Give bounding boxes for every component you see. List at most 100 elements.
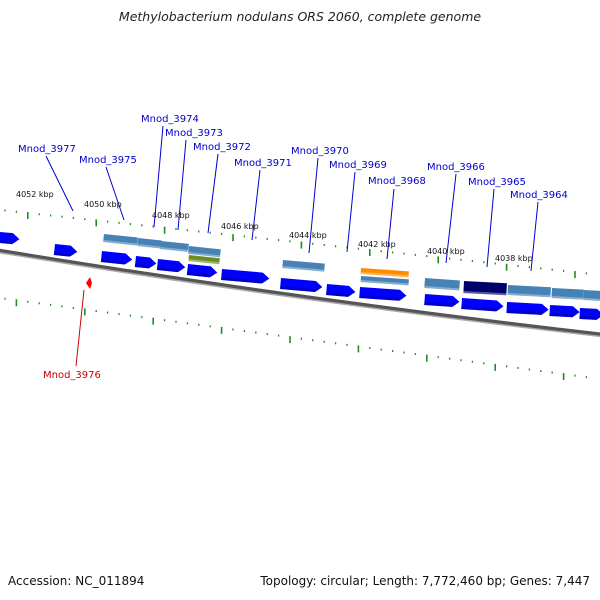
cds-arrow [506,302,549,315]
cds-arrow-shadow [506,309,546,315]
cds-arrow-shadow [221,276,267,284]
cds-arrow [100,251,133,265]
feature-block [360,268,409,278]
feature-block [103,234,138,246]
gene-label-mnod-3969[interactable]: Mnod_3969 [329,160,387,171]
cds-arrow-body [0,232,20,245]
feature-block [282,260,325,272]
gene-label-mnod-3977[interactable]: Mnod_3977 [18,144,76,155]
gene-label-mnod-3976[interactable]: Mnod_3976 [43,370,101,381]
feature-shade [507,292,551,298]
cds-arrow-body [134,256,157,269]
feature-shade [188,251,221,258]
feature-fill [103,234,138,246]
cds-arrow [424,294,460,307]
gene-features [0,232,600,320]
leader-line [105,166,125,221]
feature-fill [160,241,189,252]
feature-block [424,277,460,291]
feature-fill [360,268,409,278]
feature-shade [360,271,409,278]
cds-arrow [53,244,78,257]
cds-arrow-shadow [53,251,75,257]
map-title: Methylobacterium nodulans ORS 2060, comp… [118,9,482,24]
leader-line [251,169,261,241]
cds-arrow-shadow [424,301,457,307]
cds-arrow [461,298,504,312]
gene-label-mnod-3975[interactable]: Mnod_3975 [79,155,137,166]
scale-label-4044: 4044 kbp [289,231,327,240]
label-leader-lines [45,125,539,367]
cds-arrow [549,305,580,318]
cds-arrow-shadow [156,266,183,273]
cds-arrow-body [53,244,78,257]
cds-arrow [359,287,407,301]
feature-block [188,254,220,265]
gene-label-mnod-3972[interactable]: Mnod_3972 [193,142,251,153]
cds-arrow [186,264,218,278]
cds-arrow-body [326,284,356,297]
feature-fill [360,276,409,286]
gene-label-mnod-3973[interactable]: Mnod_3973 [165,128,223,139]
cds-arrow-body [549,305,580,318]
gene-label-mnod-3971[interactable]: Mnod_3971 [234,158,292,169]
cds-arrow-shadow [549,312,577,318]
leader-line [207,153,219,234]
leader-line [445,173,457,264]
cds-arrow-shadow [100,258,130,265]
leader-line [308,157,319,254]
cds-arrow-body [100,251,133,265]
feature-block [551,288,584,300]
leader-line [75,289,85,367]
feature-fill [137,238,162,249]
leader-line [486,188,495,268]
leader-line [153,125,164,228]
scale-label-4050: 4050 kbp [84,200,122,209]
feature-shade [551,295,584,300]
inner-scale-ticks [4,297,588,381]
cds-arrow-body [506,302,549,315]
gene-label-mnod-3968[interactable]: Mnod_3968 [368,176,426,187]
cds-arrow-body [424,294,460,307]
leader-line [386,188,395,260]
feature-fill [188,254,220,265]
gene-label-mnod-3965[interactable]: Mnod_3965 [468,177,526,188]
leader-line [346,171,356,253]
cds-arrow [156,259,186,273]
cds-arrow [221,269,270,284]
gene-label-mnod-3974[interactable]: Mnod_3974 [141,114,199,125]
cds-arrow-shadow [280,285,320,293]
feature-fill [463,281,507,296]
scale-label-4052: 4052 kbp [16,190,54,199]
feature-fill [282,260,325,272]
cds-arrow-body [221,269,270,284]
scale-label-4048: 4048 kbp [152,211,190,220]
cds-arrow-body [359,287,407,301]
feature-shade [160,246,189,252]
genome-summary-text: Topology: circular; Length: 7,772,460 bp… [260,574,590,588]
cds-arrow [134,256,157,269]
outer-scale-ticks [4,209,588,279]
feature-block [507,285,551,298]
cds-arrow-shadow [326,291,353,297]
cds-arrow-shadow [186,271,215,278]
feature-block [160,241,189,252]
gene-label-mnod-3964[interactable]: Mnod_3964 [510,190,568,201]
gene-label-mnod-3970[interactable]: Mnod_3970 [291,146,349,157]
feature-shade [103,239,138,246]
cds-arrow-body [579,308,600,320]
gene-label-mnod-3966[interactable]: Mnod_3966 [427,162,485,173]
cds-arrow-shadow [579,315,600,320]
feature-fill [551,288,584,300]
feature-block [360,276,409,286]
cds-arrow-shadow [359,294,404,301]
cds-arrow-body [461,298,504,312]
feature-shade [282,265,325,272]
scale-label-4046: 4046 kbp [221,222,259,231]
feature-fill [424,277,460,291]
feature-fill [583,290,600,302]
cds-arrow-body [280,278,323,293]
cds-arrow [280,278,323,293]
leader-line [45,155,74,212]
